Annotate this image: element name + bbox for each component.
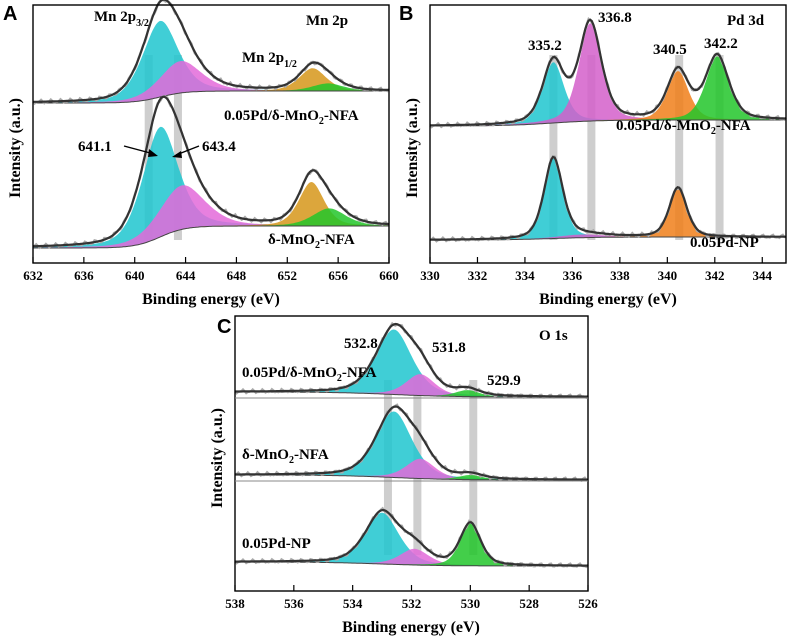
panel-c-marker-2 (469, 380, 478, 555)
panel-c-spectrum-1-peak-1 (235, 458, 588, 480)
panel-b-spectrum-label-1: 0.05Pd/δ-MnO2-NFA (616, 118, 751, 137)
panel-a: A 632 636 640 644 648 652 656 660 Mn 2p Mn 2p3/… (3, 0, 399, 308)
panel-b-tick-label-334: 334 (515, 268, 535, 283)
panel-a-spectrum-1-envelope (33, 95, 390, 248)
panel-a-spectrum-label-2: δ-MnO2-NFA (268, 232, 355, 251)
panel-c-tick-label-538: 538 (225, 596, 245, 611)
panel-a-tick-label-660: 660 (379, 268, 399, 283)
panel-c-spectrum-2-envelope (235, 508, 588, 567)
peak-label-mn-2p12: Mn 2p1/2 (242, 50, 297, 70)
panel-b-spectrum-1-envelope (430, 155, 786, 241)
panel-c-title: O 1s (539, 328, 568, 344)
panel-a-spectrum-1-background (33, 225, 389, 249)
panel-c-spectrum-label-1: 0.05Pd/δ-MnO2-NFA (242, 365, 377, 384)
position-label-336: 336.8 (598, 10, 632, 26)
panel-b-marker-0 (549, 55, 558, 240)
arrow-643-head (172, 151, 182, 158)
panel-a-y-axis-title: Intensity (a.u.) (7, 98, 24, 198)
panel-b-marker-2 (675, 55, 684, 240)
panel-b-tick-label-342: 342 (705, 268, 725, 283)
panel-c-tick-label-536: 536 (284, 596, 304, 611)
panel-a-title: Mn 2p (306, 13, 348, 29)
position-label-643: 643.4 (202, 139, 236, 155)
panel-letter-a: A (3, 3, 17, 25)
panel-a-tick-label-652: 652 (278, 268, 298, 283)
panel-b-title: Pd 3d (727, 13, 765, 29)
panel-b-tick-label-340: 340 (658, 268, 678, 283)
panel-c-tick-label-530: 530 (461, 596, 481, 611)
panel-a-spectrum-0-peak-1 (33, 61, 389, 103)
panel-a-spectrum-label-1: 0.05Pd/δ-MnO2-NFA (224, 108, 359, 127)
panel-b-spectrum-1-raw (429, 155, 787, 243)
panel-b-spectrum-0-peak-1 (430, 23, 786, 127)
panel-c: C 538 536 534 532 530 528 526 O 1s 532.8 531.8… (209, 315, 598, 636)
panel-c-tick-label-532: 532 (402, 596, 422, 611)
position-label-529: 529.9 (487, 373, 521, 389)
panel-c-x-ticks: 538 536 534 532 530 528 526 (225, 585, 598, 611)
position-label-532: 532.8 (344, 336, 378, 352)
panel-b-marker-3 (715, 55, 724, 240)
panel-c-spectrum-1-peak-0 (235, 411, 588, 480)
position-label-531: 531.8 (432, 340, 466, 356)
panel-c-spectrum-label-2: δ-MnO2-NFA (242, 447, 329, 466)
panel-c-spectrum-label-3: 0.05Pd-NP (242, 536, 311, 552)
panel-letter-b: B (399, 3, 413, 25)
panel-a-spectrum-0-background (33, 90, 389, 104)
panel-c-tick-label-534: 534 (343, 596, 363, 611)
panel-b-spectrum-0-envelope (429, 18, 786, 127)
panel-c-tick-label-526: 526 (578, 596, 598, 611)
panel-c-spectrum-0-peak-1 (235, 374, 588, 397)
panel-b-plot-area (429, 17, 787, 243)
position-label-641: 641.1 (78, 139, 112, 155)
panel-a-tick-label-632: 632 (23, 268, 43, 283)
panel-b-spectrum-1-peak-0 (430, 158, 786, 240)
panel-b: B 330 332 334 336 338 340 342 344 Pd 3d 335.2 3… (399, 3, 787, 308)
panel-a-frame (32, 4, 390, 264)
panel-b-marker-1 (587, 55, 596, 240)
panel-a-x-ticks: 632 636 640 644 648 652 656 660 (23, 257, 399, 283)
panel-b-tick-label-336: 336 (563, 268, 583, 283)
panel-b-x-ticks: 330 332 334 336 338 340 342 344 (420, 257, 773, 283)
panel-c-spectrum-0-envelope (235, 322, 588, 398)
panel-a-marker-0 (144, 55, 153, 240)
panel-c-tick-label-528: 528 (519, 596, 539, 611)
panel-a-spectrum-0-peak-2 (33, 68, 389, 103)
panel-b-tick-label-330: 330 (420, 268, 440, 283)
position-label-342: 342.2 (704, 36, 738, 52)
panel-b-spectrum-0-background (430, 119, 786, 127)
panel-b-spectrum-1-peak-2 (430, 187, 786, 240)
panel-a-tick-label-636: 636 (74, 268, 94, 283)
panel-a-spectrum-1-peak-1 (33, 185, 389, 248)
panel-a-marker-1 (173, 55, 182, 240)
panel-b-y-axis-title: Intensity (a.u.) (404, 98, 421, 198)
panel-a-x-axis-title: Binding energy (eV) (142, 291, 280, 308)
panel-a-tick-label-648: 648 (227, 268, 247, 283)
panel-c-spectrum-1-envelope (235, 405, 588, 481)
panel-b-tick-label-344: 344 (753, 268, 773, 283)
panel-b-x-axis-title: Binding energy (eV) (539, 291, 677, 308)
panel-letter-c: C (217, 316, 231, 338)
position-label-335: 335.2 (528, 38, 562, 54)
panel-c-x-axis-title: Binding energy (eV) (342, 619, 480, 636)
panel-a-spectrum-1-peak-2 (33, 182, 389, 248)
panel-b-frame (429, 4, 787, 264)
panel-c-plot-area (234, 321, 589, 569)
panel-a-plot-area (32, 0, 390, 250)
panel-a-spectrum-0-envelope (33, 0, 390, 103)
arrow-641-head (148, 149, 158, 157)
panel-b-spectrum-label-2: 0.05Pd-NP (690, 235, 759, 251)
panel-b-spectrum-0-peak-3 (430, 56, 786, 126)
peak-label-mn-2p32: Mn 2p3/2 (94, 9, 149, 29)
position-arrows (123, 145, 200, 158)
position-label-340: 340.5 (653, 42, 687, 58)
panel-c-spectrum-2-peak-1 (235, 548, 588, 566)
panel-c-y-axis-title: Intensity (a.u.) (209, 408, 226, 508)
panel-a-tick-label-644: 644 (176, 268, 196, 283)
panel-b-tick-label-338: 338 (610, 268, 630, 283)
panel-c-spectrum-0-peak-0 (235, 329, 588, 397)
panel-b-tick-label-332: 332 (468, 268, 488, 283)
panel-a-tick-label-656: 656 (328, 268, 348, 283)
panel-a-tick-label-640: 640 (125, 268, 145, 283)
